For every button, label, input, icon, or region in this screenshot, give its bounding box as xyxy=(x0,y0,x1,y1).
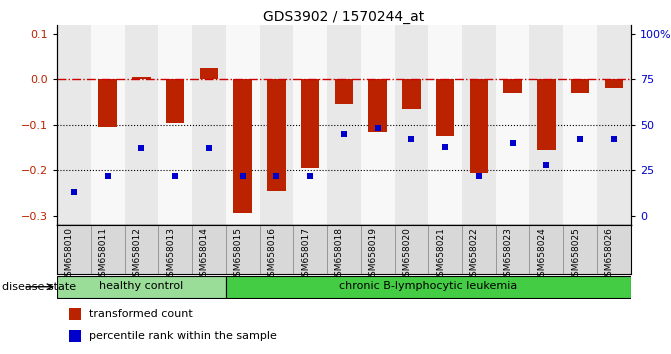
Bar xyxy=(293,25,327,225)
Bar xyxy=(225,275,631,298)
Bar xyxy=(503,79,522,93)
Bar xyxy=(395,25,428,225)
Point xyxy=(541,162,552,167)
Text: GSM658011: GSM658011 xyxy=(99,227,107,282)
Text: GSM658026: GSM658026 xyxy=(605,227,614,282)
Text: GSM658018: GSM658018 xyxy=(335,227,344,282)
Bar xyxy=(192,225,225,274)
Text: GSM658017: GSM658017 xyxy=(301,227,310,282)
Point xyxy=(474,173,484,178)
Bar xyxy=(91,225,125,274)
Point xyxy=(507,140,518,146)
Bar xyxy=(91,25,125,225)
Text: GSM658012: GSM658012 xyxy=(132,227,142,282)
Bar xyxy=(57,25,91,225)
Point xyxy=(440,144,450,149)
Bar xyxy=(529,25,563,225)
Text: healthy control: healthy control xyxy=(99,281,184,291)
Bar xyxy=(158,25,192,225)
Bar xyxy=(462,25,496,225)
Point xyxy=(271,173,282,178)
Point xyxy=(575,137,586,142)
Bar xyxy=(192,25,225,225)
Bar xyxy=(225,225,260,274)
Point xyxy=(102,173,113,178)
Text: GSM658021: GSM658021 xyxy=(436,227,445,282)
Point xyxy=(203,145,214,151)
Point xyxy=(170,173,180,178)
Bar xyxy=(537,79,556,150)
Bar xyxy=(327,25,361,225)
Bar xyxy=(125,225,158,274)
Text: GSM658016: GSM658016 xyxy=(267,227,276,282)
Bar xyxy=(563,25,597,225)
Bar xyxy=(402,79,421,109)
Bar xyxy=(597,225,631,274)
Text: GSM658023: GSM658023 xyxy=(504,227,513,282)
Bar xyxy=(166,79,185,124)
Text: GSM658015: GSM658015 xyxy=(234,227,243,282)
Point xyxy=(68,189,79,195)
Bar xyxy=(597,25,631,225)
Bar xyxy=(267,79,286,191)
Bar xyxy=(68,308,81,320)
Bar xyxy=(57,225,91,274)
Text: GSM658013: GSM658013 xyxy=(166,227,175,282)
Title: GDS3902 / 1570244_at: GDS3902 / 1570244_at xyxy=(263,10,425,24)
Text: GSM658024: GSM658024 xyxy=(537,227,546,281)
Bar xyxy=(529,225,563,274)
Bar xyxy=(605,79,623,87)
Point xyxy=(372,126,383,131)
Bar xyxy=(428,25,462,225)
Bar xyxy=(462,225,496,274)
Text: GSM658010: GSM658010 xyxy=(65,227,74,282)
Bar xyxy=(361,225,395,274)
Bar xyxy=(361,25,395,225)
Bar xyxy=(301,79,319,168)
Point xyxy=(136,145,147,151)
Bar xyxy=(125,25,158,225)
Bar xyxy=(225,25,260,225)
Bar xyxy=(158,225,192,274)
Bar xyxy=(327,225,361,274)
Bar xyxy=(368,79,387,132)
Text: GSM658019: GSM658019 xyxy=(368,227,378,282)
Text: chronic B-lymphocytic leukemia: chronic B-lymphocytic leukemia xyxy=(339,281,517,291)
Point xyxy=(339,131,350,137)
Bar xyxy=(132,77,151,79)
Text: GSM658020: GSM658020 xyxy=(403,227,411,282)
Point xyxy=(305,173,315,178)
Bar xyxy=(470,79,488,172)
Bar xyxy=(395,225,428,274)
Bar xyxy=(260,225,293,274)
Text: GSM658025: GSM658025 xyxy=(571,227,580,282)
Point xyxy=(238,173,248,178)
Point xyxy=(609,137,619,142)
Bar xyxy=(496,225,529,274)
Text: GSM658022: GSM658022 xyxy=(470,227,479,281)
Bar xyxy=(234,79,252,213)
Text: GSM658014: GSM658014 xyxy=(200,227,209,282)
Bar xyxy=(99,79,117,127)
Bar xyxy=(335,79,353,104)
Text: disease state: disease state xyxy=(2,282,76,292)
Bar xyxy=(428,225,462,274)
Bar xyxy=(563,225,597,274)
Bar xyxy=(293,225,327,274)
Text: percentile rank within the sample: percentile rank within the sample xyxy=(89,331,276,341)
Bar xyxy=(571,79,589,93)
Text: transformed count: transformed count xyxy=(89,309,193,319)
Bar xyxy=(260,25,293,225)
Bar xyxy=(496,25,529,225)
Bar xyxy=(68,330,81,342)
Bar xyxy=(436,79,454,136)
Point xyxy=(406,137,417,142)
Bar xyxy=(57,275,225,298)
Bar xyxy=(199,68,218,79)
